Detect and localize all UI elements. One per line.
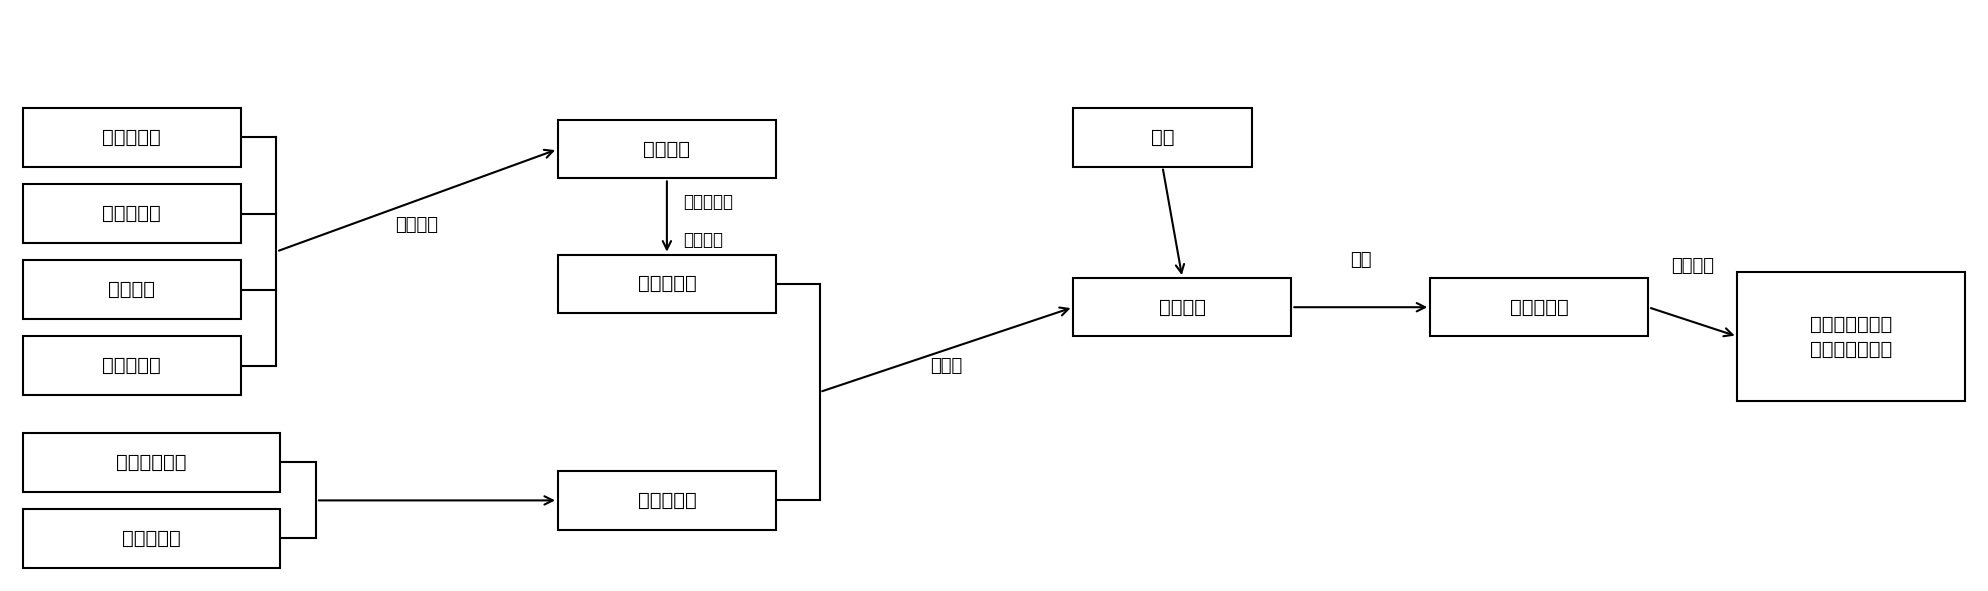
Text: 洗涤、干燥: 洗涤、干燥 (682, 193, 734, 211)
FancyBboxPatch shape (22, 108, 241, 167)
FancyBboxPatch shape (22, 184, 241, 243)
FancyBboxPatch shape (22, 336, 241, 395)
Text: 单体原料: 单体原料 (107, 280, 155, 299)
Text: 模板剂溶液: 模板剂溶液 (101, 204, 161, 223)
FancyBboxPatch shape (22, 509, 280, 568)
Text: 银粉: 银粉 (1151, 128, 1175, 147)
Text: 强化掺杂: 强化掺杂 (682, 231, 724, 249)
Text: 掺杂酸溶液: 掺杂酸溶液 (101, 128, 161, 147)
Text: 低银含量的高导
性低温电子浆料: 低银含量的高导 性低温电子浆料 (1811, 314, 1893, 359)
FancyBboxPatch shape (559, 471, 775, 530)
FancyBboxPatch shape (1738, 272, 1966, 401)
Text: 聚合反应: 聚合反应 (396, 216, 439, 234)
FancyBboxPatch shape (22, 433, 280, 492)
Text: 有机浆料: 有机浆料 (1159, 298, 1207, 317)
Text: 粘结相溶液: 粘结相溶液 (638, 491, 696, 510)
FancyBboxPatch shape (1074, 108, 1252, 167)
FancyBboxPatch shape (1429, 278, 1648, 336)
Text: 聚氨酯溶液: 聚氨酯溶液 (121, 529, 181, 548)
FancyBboxPatch shape (1074, 278, 1292, 336)
FancyBboxPatch shape (22, 261, 241, 319)
Text: 银浆预混料: 银浆预混料 (1509, 298, 1569, 317)
FancyBboxPatch shape (559, 120, 775, 178)
Text: 聚合氧化剂: 聚合氧化剂 (101, 356, 161, 375)
FancyBboxPatch shape (559, 255, 775, 313)
Text: 搅拌脱泡: 搅拌脱泡 (1672, 257, 1714, 275)
Text: 预辊扎: 预辊扎 (930, 356, 962, 375)
Text: 沉淀产物: 沉淀产物 (644, 139, 690, 158)
Text: 异氰酸酯溶液: 异氰酸酯溶液 (115, 453, 187, 472)
Text: 辊扎: 辊扎 (1350, 251, 1372, 269)
Text: 有机导电剂: 有机导电剂 (638, 274, 696, 293)
